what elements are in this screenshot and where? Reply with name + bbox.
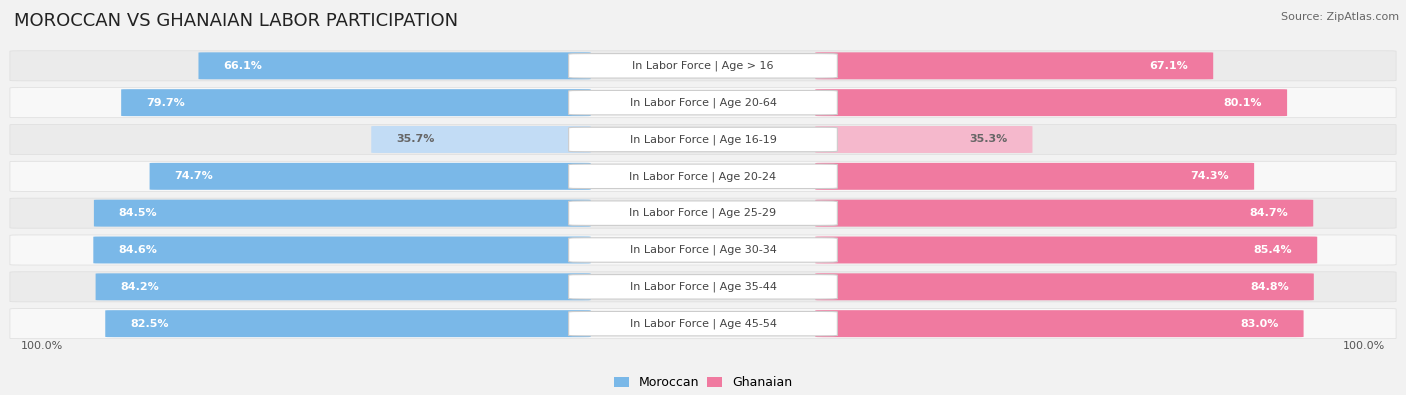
Text: 84.5%: 84.5%: [118, 208, 157, 218]
Text: 80.1%: 80.1%: [1223, 98, 1263, 108]
Text: 74.3%: 74.3%: [1191, 171, 1229, 181]
Text: 66.1%: 66.1%: [224, 61, 262, 71]
FancyBboxPatch shape: [371, 126, 591, 153]
FancyBboxPatch shape: [94, 200, 591, 227]
FancyBboxPatch shape: [10, 198, 1396, 228]
FancyBboxPatch shape: [568, 311, 838, 336]
Text: 67.1%: 67.1%: [1150, 61, 1188, 71]
Text: 79.7%: 79.7%: [146, 98, 184, 108]
FancyBboxPatch shape: [815, 163, 1254, 190]
FancyBboxPatch shape: [10, 124, 1396, 154]
FancyBboxPatch shape: [96, 273, 591, 300]
Text: 84.2%: 84.2%: [121, 282, 159, 292]
FancyBboxPatch shape: [149, 163, 591, 190]
FancyBboxPatch shape: [815, 237, 1317, 263]
Text: In Labor Force | Age 45-54: In Labor Force | Age 45-54: [630, 318, 776, 329]
Text: In Labor Force | Age 35-44: In Labor Force | Age 35-44: [630, 282, 776, 292]
FancyBboxPatch shape: [815, 52, 1213, 79]
FancyBboxPatch shape: [815, 126, 1032, 153]
Text: MOROCCAN VS GHANAIAN LABOR PARTICIPATION: MOROCCAN VS GHANAIAN LABOR PARTICIPATION: [14, 12, 458, 30]
FancyBboxPatch shape: [568, 238, 838, 262]
FancyBboxPatch shape: [815, 89, 1286, 116]
FancyBboxPatch shape: [10, 51, 1396, 81]
Text: 74.7%: 74.7%: [174, 171, 214, 181]
Text: 83.0%: 83.0%: [1240, 319, 1279, 329]
FancyBboxPatch shape: [568, 90, 838, 115]
Text: In Labor Force | Age 20-64: In Labor Force | Age 20-64: [630, 98, 776, 108]
FancyBboxPatch shape: [568, 201, 838, 226]
FancyBboxPatch shape: [93, 237, 591, 263]
FancyBboxPatch shape: [568, 164, 838, 188]
FancyBboxPatch shape: [105, 310, 591, 337]
Text: 100.0%: 100.0%: [1343, 341, 1385, 351]
Text: 84.6%: 84.6%: [118, 245, 157, 255]
FancyBboxPatch shape: [815, 310, 1303, 337]
Text: 35.7%: 35.7%: [396, 134, 434, 145]
FancyBboxPatch shape: [10, 88, 1396, 118]
Legend: Moroccan, Ghanaian: Moroccan, Ghanaian: [614, 376, 792, 389]
Text: In Labor Force | Age 16-19: In Labor Force | Age 16-19: [630, 134, 776, 145]
FancyBboxPatch shape: [815, 273, 1313, 300]
FancyBboxPatch shape: [198, 52, 591, 79]
FancyBboxPatch shape: [815, 200, 1313, 227]
Text: In Labor Force | Age 30-34: In Labor Force | Age 30-34: [630, 245, 776, 255]
FancyBboxPatch shape: [10, 235, 1396, 265]
FancyBboxPatch shape: [568, 54, 838, 78]
FancyBboxPatch shape: [121, 89, 591, 116]
Text: 85.4%: 85.4%: [1254, 245, 1292, 255]
Text: 35.3%: 35.3%: [969, 134, 1008, 145]
FancyBboxPatch shape: [568, 275, 838, 299]
Text: 84.7%: 84.7%: [1250, 208, 1288, 218]
FancyBboxPatch shape: [568, 127, 838, 152]
Text: 84.8%: 84.8%: [1250, 282, 1289, 292]
FancyBboxPatch shape: [10, 161, 1396, 191]
FancyBboxPatch shape: [10, 308, 1396, 339]
Text: Source: ZipAtlas.com: Source: ZipAtlas.com: [1281, 12, 1399, 22]
Text: In Labor Force | Age 20-24: In Labor Force | Age 20-24: [630, 171, 776, 182]
Text: In Labor Force | Age > 16: In Labor Force | Age > 16: [633, 60, 773, 71]
Text: In Labor Force | Age 25-29: In Labor Force | Age 25-29: [630, 208, 776, 218]
FancyBboxPatch shape: [10, 272, 1396, 302]
Text: 82.5%: 82.5%: [131, 319, 169, 329]
Text: 100.0%: 100.0%: [21, 341, 63, 351]
